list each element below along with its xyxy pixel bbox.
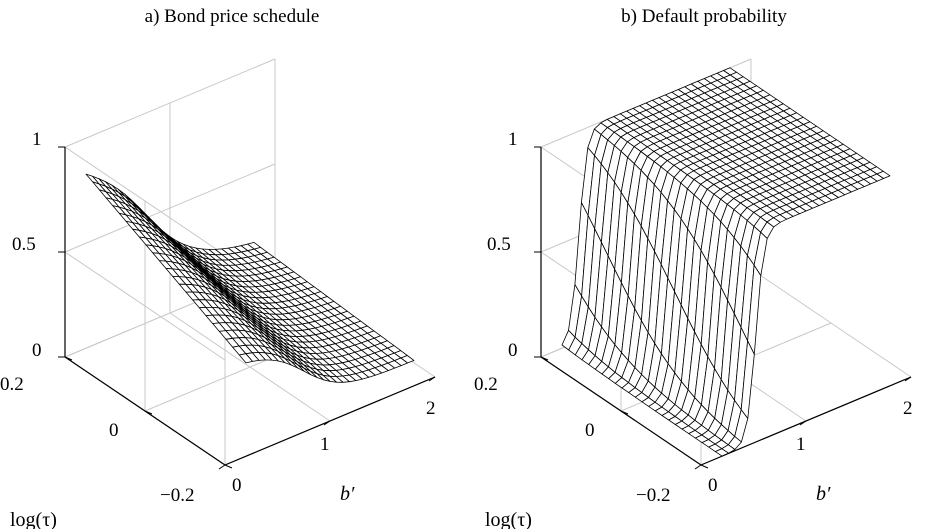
- panel-b-y-axis-label: log(τ): [485, 509, 532, 529]
- panel-a-surface: [85, 173, 415, 383]
- panel-a-y-tick-02: 0.2: [0, 374, 24, 395]
- y-tick-mark: [540, 356, 549, 361]
- panel-b-z-tick-05: 0.5: [487, 234, 511, 255]
- panel-a-y-tick-m02: −0.2: [160, 485, 194, 506]
- y-tick-mark: [700, 464, 709, 469]
- panel-a-x-tick-2: 2: [426, 398, 436, 419]
- panel-b-x-tick-0: 0: [708, 475, 718, 496]
- panel-b-surface: [561, 67, 891, 457]
- panel-b-x-tick-2: 2: [903, 398, 913, 419]
- surface-patch: [238, 353, 253, 364]
- panel-a-x-axis-label: b′: [340, 483, 355, 505]
- panel-a-x-tick-1: 1: [320, 434, 330, 455]
- x-tick-mark: [904, 376, 912, 382]
- y-tick-mark: [144, 410, 153, 415]
- panel-a-y-axis-label: log(τ): [10, 509, 57, 529]
- x-tick-mark: [799, 420, 807, 426]
- x-tick-mark: [218, 464, 226, 470]
- y-tick-mark: [224, 464, 233, 469]
- panel-b-x-axis-label: b′: [816, 483, 831, 505]
- panel-b-z-tick-1: 1: [508, 129, 518, 150]
- panel-b-x-tick-1: 1: [796, 434, 806, 455]
- panel-b-y-tick-0: 0: [585, 420, 595, 441]
- panel-a-z-tick-1: 1: [32, 129, 42, 150]
- panel-b-z-tick-0: 0: [508, 340, 518, 361]
- panel-a-y-tick-0: 0: [109, 420, 119, 441]
- y-tick-mark: [620, 410, 629, 415]
- panel-a-x-tick-0: 0: [232, 475, 242, 496]
- panel-a-z-tick-05: 0.5: [12, 234, 36, 255]
- panel-a-z-tick-0: 0: [32, 340, 42, 361]
- panel-a-title: a) Bond price schedule: [145, 6, 320, 27]
- panel-b-y-tick-02: 0.2: [474, 374, 498, 395]
- y-tick-mark: [64, 356, 73, 361]
- panel-b-y-tick-m02: −0.2: [636, 485, 670, 506]
- panel-b-title: b) Default probability: [621, 6, 787, 27]
- x-tick-mark: [323, 420, 331, 426]
- x-tick-mark: [428, 376, 436, 382]
- panel-default-probability: b) Default probability 1 0.5 0 0.2 0 −0.…: [474, 6, 913, 529]
- panel-bond-price: a) Bond price schedule 1 0.5 0 0.2 0 −0.…: [0, 6, 436, 529]
- x-tick-mark: [694, 464, 702, 470]
